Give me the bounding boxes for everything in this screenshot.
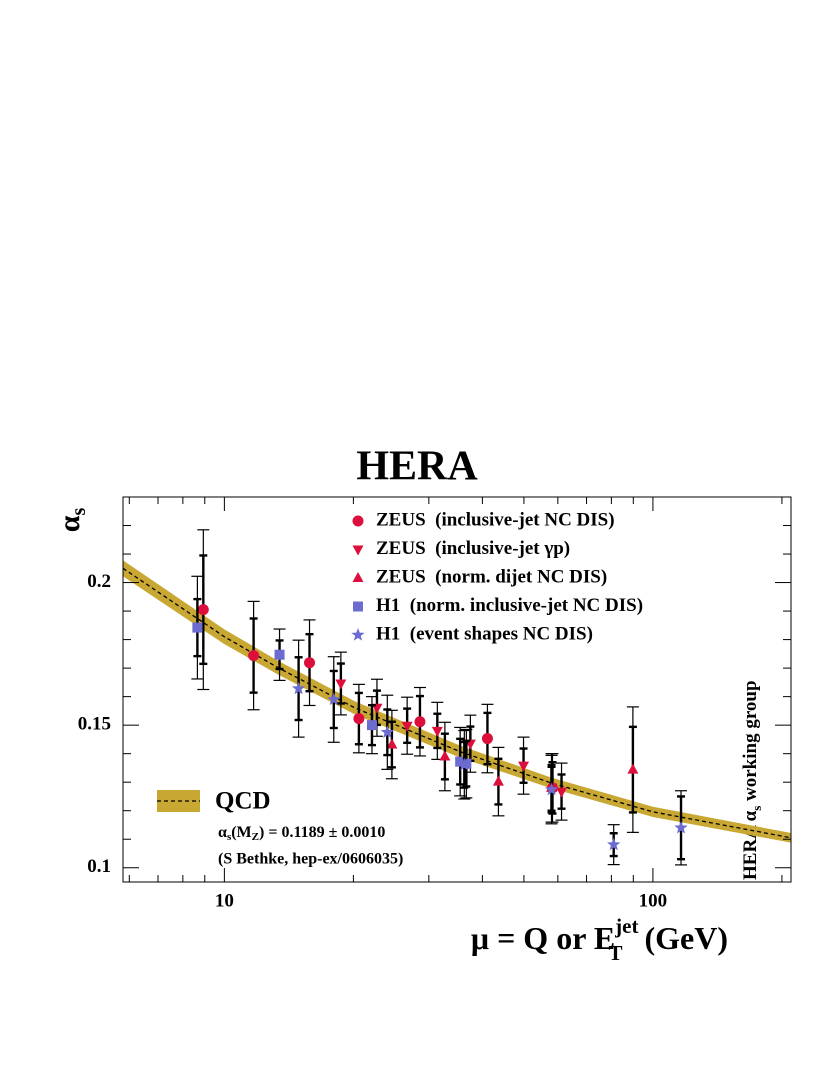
side-text: HERA αs working group	[740, 680, 764, 880]
marker-square	[455, 756, 466, 767]
qcd-reference: (S Bethke, hep-ex/0606035)	[218, 851, 403, 868]
marker-circle	[304, 657, 316, 669]
legend-label: ZEUS (norm. dijet NC DIS)	[376, 566, 607, 587]
plot-frame	[122, 496, 792, 883]
marker-triangle	[627, 763, 639, 774]
marker-triangle	[431, 726, 443, 737]
y-label-main: α	[53, 515, 86, 532]
y-tick-label: 0.15	[78, 714, 111, 735]
legend-marker	[352, 515, 364, 527]
qcd-formula-rest: ) = 0.1189 ± 0.0010	[259, 824, 385, 841]
legend-marker	[351, 628, 365, 641]
marker-star	[380, 725, 394, 738]
qcd-legend-label: QCD	[215, 788, 271, 815]
qcd-formula-alpha: α	[218, 824, 227, 841]
side-text-rest: working group	[740, 680, 761, 805]
qcd-formula-sub: Z	[252, 831, 259, 843]
y-label-sub: s	[68, 508, 90, 516]
marker-star	[607, 837, 621, 851]
x-label-main: μ = Q or E	[471, 920, 615, 956]
marker-triangle	[492, 775, 504, 786]
qcd-formula-mid: (M	[231, 824, 251, 841]
marker-circle	[197, 604, 209, 616]
marker-triangle	[518, 761, 530, 772]
x-axis-label: μ = Q or Ejet T (GeV)	[471, 914, 728, 965]
x-tick-label: 100	[639, 890, 668, 911]
marker-triangle	[401, 721, 413, 732]
x-label-sup: jet	[614, 914, 638, 938]
qcd-formula: αs(MZ) = 0.1189 ± 0.0010	[218, 824, 385, 843]
side-text-main: HERA α	[740, 810, 761, 880]
marker-square	[366, 720, 377, 731]
y-axis-label: αs	[53, 508, 90, 533]
marker-circle	[414, 716, 426, 728]
y-tick-label: 0.2	[87, 571, 111, 592]
y-tick-label: 0.1	[87, 856, 111, 877]
legend-marker	[352, 572, 364, 582]
legend-label: ZEUS (inclusive-jet γp)	[376, 538, 570, 559]
marker-triangle	[439, 750, 451, 761]
legend-label: ZEUS (inclusive-jet NC DIS)	[376, 509, 615, 530]
chart-title: HERA	[356, 444, 478, 490]
marker-circle	[353, 713, 365, 725]
marker-star	[291, 681, 306, 695]
x-tick-label: 10	[215, 890, 234, 911]
x-label-sub: T	[608, 941, 622, 965]
marker-triangle	[386, 738, 398, 749]
marker-star	[327, 692, 341, 706]
legend-marker	[353, 601, 363, 612]
x-label-unit: (GeV)	[636, 920, 728, 956]
marker-triangle	[335, 679, 347, 690]
marker-star	[544, 782, 559, 796]
legend-marker	[352, 545, 364, 556]
qcd-formula-sub: s	[227, 831, 232, 843]
marker-triangle	[556, 787, 568, 798]
legend-label: H1 (norm. inclusive-jet NC DIS)	[376, 595, 643, 616]
side-text-sub: s	[749, 806, 764, 811]
marker-circle	[248, 650, 260, 662]
marker-star	[457, 757, 471, 771]
marker-square	[192, 622, 203, 633]
marker-square	[274, 649, 285, 660]
qcd-curve	[122, 567, 792, 839]
marker-circle	[481, 733, 493, 745]
legend-label: H1 (event shapes NC DIS)	[376, 623, 593, 644]
marker-star	[674, 820, 688, 834]
